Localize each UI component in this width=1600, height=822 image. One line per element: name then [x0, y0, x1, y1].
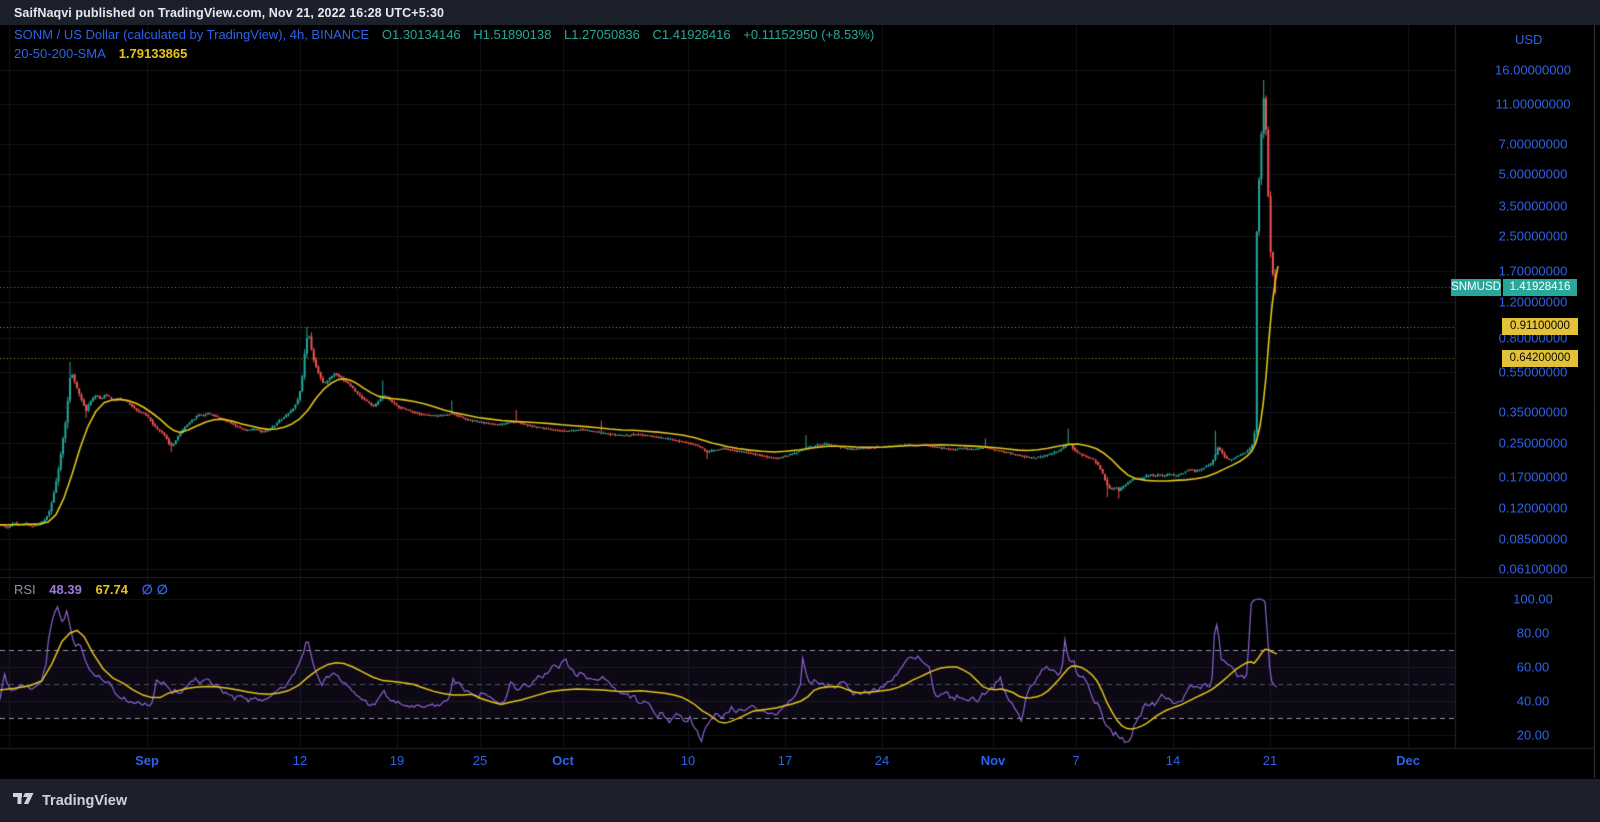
price-tick-label: 0.35000000 [1498, 404, 1568, 420]
ohlc-high: H1.51890138 [473, 27, 552, 42]
sma-legend[interactable]: 20-50-200-SMA 1.79133865 [14, 46, 187, 61]
level-price-badge: 0.64200000 [1502, 349, 1578, 367]
time-tick-label: Oct [552, 753, 574, 768]
price-tick-label: 5.00000000 [1498, 166, 1568, 182]
tradingview-wordmark[interactable]: TradingView [42, 792, 128, 809]
ohlc-open: O1.30134146 [381, 27, 461, 42]
price-axis-currency: USD [1515, 32, 1543, 47]
time-tick-label: Dec [1396, 753, 1420, 768]
time-tick-label: 25 [472, 753, 488, 768]
rsi-label: RSI [14, 582, 36, 597]
rsi-tick-label: 40.00 [1516, 693, 1550, 709]
rsi-tick-label: 20.00 [1516, 727, 1550, 743]
price-tick-label: 0.17000000 [1498, 469, 1568, 485]
level-price-badge: 0.91100000 [1502, 318, 1578, 336]
ohlc-low: L1.27050836 [563, 27, 640, 42]
time-tick-label: 14 [1165, 753, 1181, 768]
rsi-value: 48.39 [49, 582, 82, 597]
time-tick-label: 12 [292, 753, 308, 768]
price-tick-label: 1.70000000 [1498, 263, 1568, 279]
price-tick-label: 2.50000000 [1498, 228, 1568, 244]
time-tick-label: 24 [874, 753, 890, 768]
price-tick-label: 3.50000000 [1498, 198, 1568, 214]
rsi-tick-label: 100.00 [1513, 591, 1553, 607]
sma-value: 1.79133865 [118, 46, 188, 61]
price-tick-label: 7.00000000 [1498, 136, 1568, 152]
current-price-value: 1.41928416 [1503, 278, 1577, 296]
current-price-badge: SNMUSD 1.41928416 [1451, 278, 1577, 296]
price-tick-label: 16.00000000 [1495, 62, 1571, 78]
price-tick-label: 0.12000000 [1498, 500, 1568, 516]
time-tick-label: 10 [680, 753, 696, 768]
time-tick-label: 19 [389, 753, 405, 768]
rsi-tick-label: 80.00 [1516, 625, 1550, 641]
rsi-legend[interactable]: RSI 48.39 67.74 ∅ ∅ [14, 582, 168, 598]
price-tick-label: 0.55000000 [1498, 364, 1568, 380]
rsi-ma-value: 67.74 [95, 582, 129, 597]
symbol-legend[interactable]: SONM / US Dollar (calculated by TradingV… [14, 27, 874, 42]
price-tick-label: 0.08500000 [1498, 531, 1568, 547]
ohlc-change: +0.11152950 (+8.53%) [743, 27, 875, 42]
tradingview-logo-icon[interactable] [13, 791, 34, 811]
price-tick-label: 0.25000000 [1498, 435, 1568, 451]
sma-label: 20-50-200-SMA [14, 46, 106, 61]
publish-header: SaifNaqvi published on TradingView.com, … [0, 0, 1600, 25]
time-tick-label: 17 [777, 753, 793, 768]
time-tick-label: 7 [1072, 753, 1080, 768]
time-tick-label: 21 [1262, 753, 1278, 768]
time-tick-label: Nov [980, 753, 1006, 768]
ohlc-close: C1.41928416 [652, 27, 731, 42]
footer-bar: TradingView [0, 779, 1600, 822]
current-price-symbol: SNMUSD [1451, 278, 1501, 296]
rsi-tick-label: 60.00 [1516, 659, 1550, 675]
time-tick-label: Sep [135, 753, 159, 768]
price-tick-label: 1.20000000 [1498, 294, 1568, 310]
price-tick-label: 11.00000000 [1495, 96, 1571, 112]
publish-header-text: SaifNaqvi published on TradingView.com, … [14, 6, 445, 20]
symbol-title: SONM / US Dollar (calculated by TradingV… [14, 27, 370, 42]
rsi-empty-set-icon: ∅ ∅ [141, 582, 168, 597]
price-tick-label: 0.06100000 [1498, 561, 1568, 577]
